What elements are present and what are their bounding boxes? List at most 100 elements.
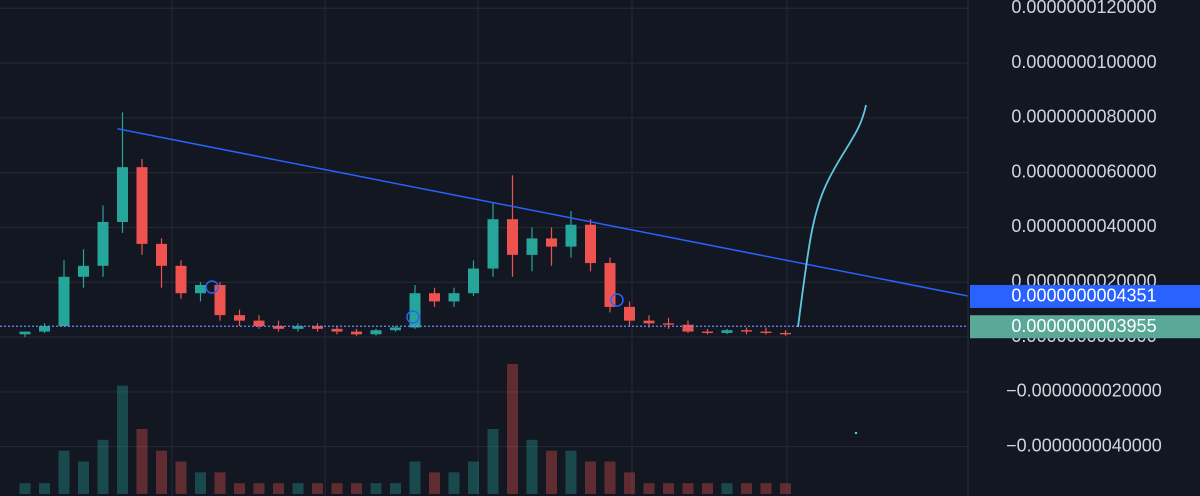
candle-body	[702, 331, 713, 333]
candle-body	[409, 293, 421, 328]
volume-bar	[585, 461, 596, 494]
volume-bar	[156, 450, 167, 494]
y-tick-label: 0.0000000060000	[1011, 161, 1156, 181]
current-price-label: 0.0000000003955	[1011, 316, 1156, 336]
candle-body	[643, 320, 655, 324]
candle-body	[565, 224, 577, 247]
y-tick-label: 0.0000000100000	[1011, 52, 1156, 72]
volume-bar	[78, 461, 89, 494]
candle-body	[663, 323, 674, 325]
volume-bar	[643, 483, 655, 494]
candle-body	[39, 326, 50, 332]
volume-bar	[409, 461, 421, 494]
volume-bar	[390, 483, 401, 494]
candles	[19, 112, 791, 338]
candle-body	[487, 219, 499, 269]
trend-price-label: 0.0000000004351	[1011, 286, 1156, 306]
candle-body	[331, 328, 343, 332]
volume-bar	[97, 439, 109, 494]
volume-bar	[546, 450, 557, 494]
marker	[205, 280, 219, 294]
candle-body	[624, 306, 635, 321]
current-price-box	[970, 315, 1200, 339]
volume-bar	[175, 461, 187, 494]
candle-body	[507, 219, 518, 255]
marker	[406, 310, 420, 324]
volume-bar	[780, 483, 791, 494]
volume-bar	[19, 483, 31, 494]
volume-bar	[136, 429, 148, 494]
candle-body	[234, 315, 245, 321]
volume	[19, 364, 791, 494]
candle-body	[97, 221, 109, 266]
volume-bar	[331, 483, 343, 494]
volume-bar	[721, 483, 733, 494]
volume-bar	[487, 429, 499, 494]
candle-body	[58, 276, 70, 327]
volume-bar	[370, 483, 382, 494]
y-tick-label: −0.0000000040000	[1006, 435, 1162, 455]
volume-bar	[351, 483, 362, 494]
volume-bar	[741, 483, 752, 494]
volume-bar	[292, 483, 304, 494]
volume-bar	[468, 461, 479, 494]
candle-body	[526, 238, 538, 255]
volume-bar	[624, 472, 635, 494]
candle-body	[273, 326, 284, 329]
candle-body	[780, 332, 791, 335]
projection-curve	[797, 104, 867, 328]
y-tick-label: 0.0000000120000	[1011, 0, 1156, 17]
price-axis	[968, 0, 1200, 496]
volume-bar	[117, 385, 128, 494]
volume-bar	[39, 483, 50, 494]
volume-bar	[507, 364, 518, 494]
volume-bar	[604, 461, 616, 494]
volume-bar	[565, 450, 577, 494]
volume-bar	[526, 439, 538, 494]
volume-bar	[195, 472, 206, 494]
candle-body	[214, 284, 226, 316]
candle-body	[195, 284, 206, 294]
candle-body	[78, 265, 89, 277]
candle-body	[117, 167, 128, 222]
candle-body	[390, 327, 401, 331]
candle-body	[429, 293, 440, 302]
candle-body	[468, 268, 479, 294]
candle-body	[19, 331, 31, 335]
candle-body	[682, 324, 694, 332]
y-tick-label: 0.0000000040000	[1011, 216, 1156, 236]
candle-body	[604, 263, 616, 307]
candle-body	[136, 167, 148, 244]
candle-body	[585, 224, 596, 264]
volume-bar	[760, 483, 772, 494]
volume-bar	[58, 450, 70, 494]
candle-body	[721, 330, 733, 333]
candle-body	[741, 330, 752, 332]
candle-body	[292, 326, 304, 329]
y-tick-label: −0.0000000020000	[1006, 381, 1162, 401]
trendline	[117, 128, 969, 297]
candle-body	[448, 293, 460, 302]
volume-bar	[273, 483, 284, 494]
marker	[610, 293, 624, 307]
dot	[854, 431, 858, 435]
candle-body	[175, 265, 187, 294]
volume-bar	[663, 483, 674, 494]
volume-bar	[448, 472, 460, 494]
axis-labels: 0.0000000120000 0.0000000100000 0.00000000…	[970, 0, 1200, 455]
candle-body	[253, 320, 265, 327]
candle-body	[312, 326, 323, 329]
volume-bar	[682, 483, 694, 494]
candle-body	[156, 243, 167, 266]
candle-body	[370, 330, 382, 335]
volume-bar	[214, 472, 226, 494]
volume-bar	[253, 483, 265, 494]
candle-body	[351, 331, 362, 335]
volume-bar	[702, 483, 713, 494]
volume-bar	[429, 472, 440, 494]
volume-bar	[312, 483, 323, 494]
candle-body	[546, 238, 557, 247]
overlays	[0, 128, 969, 327]
